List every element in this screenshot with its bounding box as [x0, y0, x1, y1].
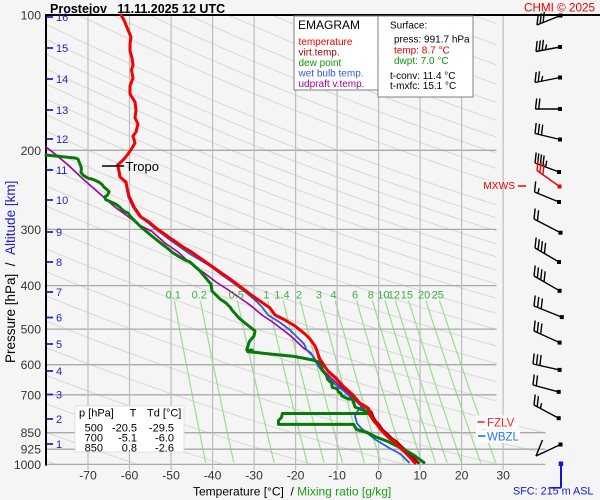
svg-text:EMAGRAM: EMAGRAM: [298, 18, 360, 32]
svg-text:-70: -70: [79, 469, 97, 483]
svg-text:500: 500: [21, 323, 42, 337]
svg-text:9: 9: [56, 227, 62, 239]
svg-text:30: 30: [496, 469, 510, 483]
svg-text:-20.5: -20.5: [112, 423, 137, 435]
svg-text:dew point: dew point: [299, 58, 342, 69]
svg-text:MXWS: MXWS: [483, 181, 515, 192]
svg-text:8: 8: [56, 257, 62, 269]
svg-text:200: 200: [21, 144, 42, 158]
svg-text:Td [°C]: Td [°C]: [147, 408, 181, 420]
svg-text:6: 6: [56, 313, 62, 325]
svg-text:11: 11: [56, 165, 67, 177]
svg-text:Surface:: Surface:: [390, 21, 427, 32]
svg-text:press: 991.7 hPa: press: 991.7 hPa: [394, 35, 470, 46]
svg-text:dwpt: 7.0 °C: dwpt: 7.0 °C: [394, 56, 449, 67]
svg-text:-50: -50: [162, 469, 180, 483]
svg-text:925: 925: [21, 443, 42, 457]
svg-text:1: 1: [56, 439, 62, 451]
svg-text:-5.1: -5.1: [118, 433, 137, 445]
svg-text:p [hPa]: p [hPa]: [79, 408, 114, 420]
svg-text:6: 6: [352, 290, 358, 302]
svg-text:SFC: 215 m ASL: SFC: 215 m ASL: [513, 486, 593, 498]
svg-text:15: 15: [401, 290, 413, 302]
svg-text:temp: 8.7 °C: temp: 8.7 °C: [394, 46, 450, 57]
svg-text:7: 7: [56, 287, 62, 299]
svg-text:25: 25: [432, 290, 444, 302]
svg-text:100: 100: [21, 9, 42, 23]
svg-text:Pressure [hPa] / Altitude [k: Pressure [hPa] / Altitude [km]: [3, 181, 18, 363]
svg-text:2: 2: [296, 290, 302, 302]
svg-text:1.4: 1.4: [274, 290, 289, 302]
svg-text:FZLV: FZLV: [487, 418, 515, 430]
svg-text:0.8: 0.8: [122, 443, 137, 455]
svg-text:12: 12: [388, 290, 400, 302]
svg-text:0.2: 0.2: [192, 290, 207, 302]
svg-text:CHMI © 2025: CHMI © 2025: [524, 2, 595, 15]
svg-text:-2.6: -2.6: [155, 443, 174, 455]
svg-text:1: 1: [263, 290, 269, 302]
svg-text:-20: -20: [287, 469, 305, 483]
svg-text:850: 850: [21, 426, 42, 440]
svg-text:Prostejov 11.11.2025 12 UTC: Prostejov 11.11.2025 12 UTC: [50, 2, 225, 16]
svg-text:3: 3: [56, 390, 62, 402]
svg-text:20: 20: [418, 290, 430, 302]
svg-text:T: T: [130, 408, 137, 420]
svg-text:-60: -60: [121, 469, 139, 483]
svg-text:0: 0: [375, 469, 382, 483]
svg-text:virt.temp.: virt.temp.: [299, 48, 340, 59]
svg-text:Tropo: Tropo: [126, 159, 159, 174]
svg-text:temperature: temperature: [299, 37, 353, 48]
svg-text:300: 300: [21, 223, 42, 237]
svg-text:t-conv: 11.4 °C: t-conv: 11.4 °C: [390, 71, 456, 82]
svg-text:1000: 1000: [14, 458, 41, 472]
svg-text:udpraft v.temp.: udpraft v.temp.: [299, 79, 365, 90]
svg-text:850: 850: [85, 443, 103, 455]
svg-text:Temperature [°C] / Mixing rat: Temperature [°C] / Mixing ratio [g/kg]: [193, 485, 391, 499]
svg-text:-10: -10: [328, 469, 346, 483]
svg-text:20: 20: [455, 469, 469, 483]
svg-text:-30: -30: [245, 469, 263, 483]
svg-text:700: 700: [21, 388, 42, 402]
svg-text:2: 2: [56, 414, 62, 426]
svg-text:700: 700: [85, 433, 103, 445]
svg-text:600: 600: [21, 358, 42, 372]
svg-text:400: 400: [21, 279, 42, 293]
svg-text:8: 8: [368, 290, 374, 302]
svg-text:-40: -40: [204, 469, 222, 483]
svg-text:t-mxfc: 15.1 °C: t-mxfc: 15.1 °C: [390, 81, 456, 92]
svg-text:16: 16: [56, 12, 68, 24]
svg-text:10: 10: [56, 195, 68, 207]
svg-text:4: 4: [331, 290, 337, 302]
svg-text:12: 12: [56, 134, 68, 146]
svg-text:13: 13: [56, 105, 68, 117]
svg-text:500: 500: [85, 423, 103, 435]
svg-text:14: 14: [56, 74, 68, 86]
svg-text:-6.0: -6.0: [155, 433, 174, 445]
svg-text:WBZL: WBZL: [487, 432, 520, 444]
svg-text:3: 3: [316, 290, 322, 302]
svg-text:wet bulb temp.: wet bulb temp.: [298, 69, 364, 80]
svg-text:0.5: 0.5: [229, 290, 244, 302]
svg-text:5: 5: [56, 339, 62, 351]
svg-text:0.1: 0.1: [166, 290, 181, 302]
svg-text:-29.5: -29.5: [149, 423, 174, 435]
svg-text:4: 4: [56, 366, 62, 378]
svg-text:10: 10: [413, 469, 427, 483]
svg-text:10: 10: [377, 290, 389, 302]
svg-text:15: 15: [56, 43, 68, 55]
